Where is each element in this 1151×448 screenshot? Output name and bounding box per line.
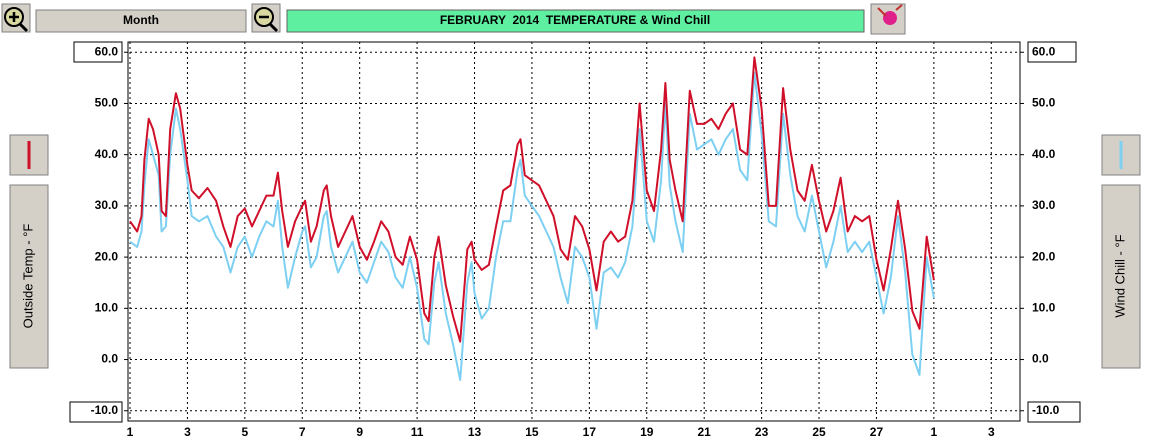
right-axis-label: Wind Chill - °F: [1112, 234, 1127, 317]
y-tick-label: 30.0: [95, 198, 119, 212]
y-tick-label: 40.0: [95, 147, 119, 161]
y2-tick-label: 0.0: [1032, 352, 1049, 366]
axis-box: [1027, 401, 1081, 423]
y2-tick-label: 30.0: [1032, 198, 1056, 212]
y-tick-label: 0.0: [101, 352, 118, 366]
settings-button[interactable]: [870, 3, 906, 35]
y2-tick-label: -10.0: [1032, 403, 1060, 417]
title-box: [286, 9, 865, 33]
x-tick-label: 1: [127, 425, 134, 439]
axis-box: [1027, 41, 1077, 63]
x-tick-label: 9: [356, 425, 363, 439]
y2-tick-label: 20.0: [1032, 249, 1056, 263]
x-tick-label: 11: [411, 425, 424, 439]
x-tick-label: 23: [755, 425, 769, 439]
zoom-out-button[interactable]: [251, 3, 281, 33]
period-button[interactable]: Month: [35, 9, 247, 33]
x-tick-label: 3: [988, 425, 995, 439]
x-tick-label: 5: [241, 425, 248, 439]
y2-tick-label: 50.0: [1032, 96, 1056, 110]
right-legend-button[interactable]: [1101, 134, 1141, 176]
series-line: [129, 56, 935, 343]
axis-box: [69, 401, 123, 423]
left-axis-label: Outside Temp - °F: [20, 224, 35, 329]
zoom-in-button[interactable]: [1, 3, 31, 33]
y2-tick-label: 40.0: [1032, 147, 1056, 161]
y-tick-label: 20.0: [95, 249, 119, 263]
x-tick-label: 13: [468, 425, 482, 439]
y-tick-label: 60.0: [95, 44, 119, 58]
period-label: Month: [123, 13, 159, 27]
series-line: [129, 71, 935, 381]
y-tick-label: 50.0: [95, 96, 119, 110]
x-tick-label: 21: [698, 425, 712, 439]
y2-tick-label: 60.0: [1032, 44, 1056, 58]
y2-tick-label: 10.0: [1032, 300, 1056, 314]
x-tick-label: 17: [583, 425, 597, 439]
x-tick-label: 19: [640, 425, 654, 439]
axis-box: [73, 41, 123, 63]
left-axis-button[interactable]: Outside Temp - °F: [9, 184, 49, 369]
x-tick-label: 7: [299, 425, 306, 439]
x-tick-label: 25: [812, 425, 826, 439]
x-tick-label: 3: [184, 425, 191, 439]
plot-frame: [127, 41, 1021, 422]
x-tick-label: 15: [525, 425, 539, 439]
y-tick-label: -10.0: [91, 403, 119, 417]
y-tick-label: 10.0: [95, 300, 119, 314]
chart-title: FEBRUARY 2014 TEMPERATURE & Wind Chill: [440, 13, 710, 27]
x-tick-label: 1: [931, 425, 938, 439]
left-legend-button[interactable]: [9, 134, 49, 176]
x-tick-label: 27: [870, 425, 884, 439]
right-axis-button[interactable]: Wind Chill - °F: [1101, 184, 1141, 369]
